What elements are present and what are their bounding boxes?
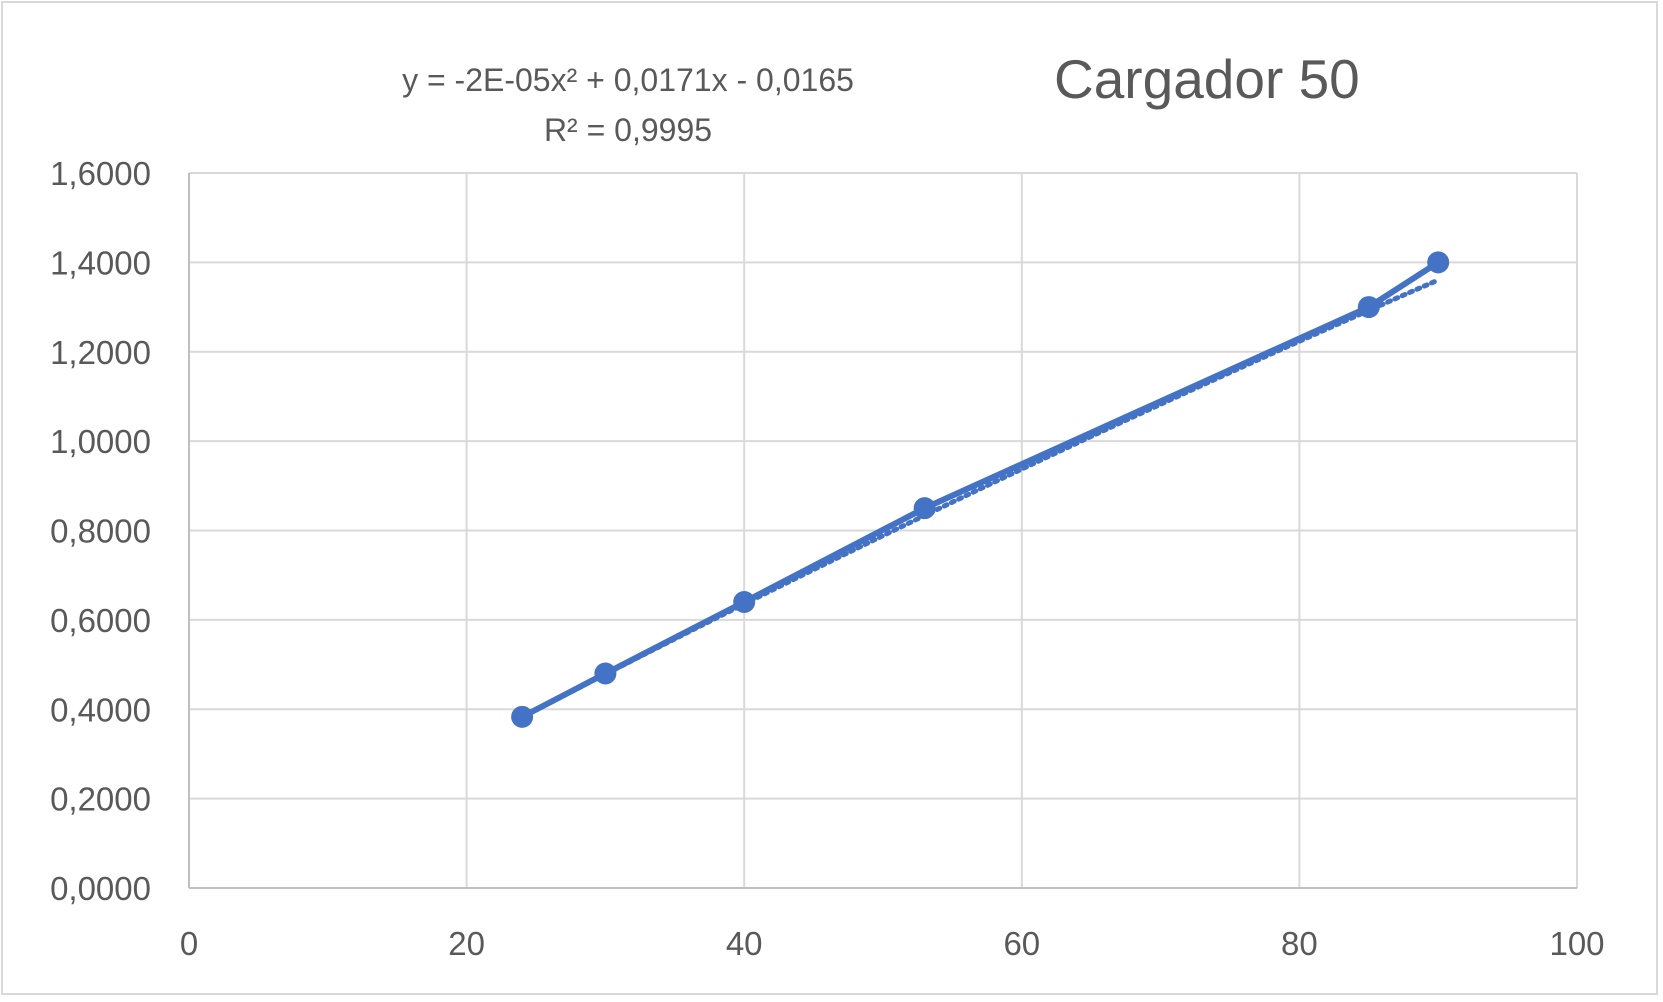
data-point: [733, 591, 756, 613]
trendline-r-squared: R² = 0,9995: [544, 112, 712, 148]
data-point: [594, 662, 617, 685]
y-tick-label: 0,6000: [50, 602, 151, 639]
data-point: [1427, 251, 1450, 274]
x-tick-label: 0: [180, 925, 198, 962]
trendline-group: [519, 277, 1441, 720]
series-line: [519, 259, 1442, 720]
y-tick-label: 0,8000: [50, 513, 151, 550]
y-tick-labels: 0,0000 0,2000 0,4000 0,6000 0,8000 1,0000 1,20…: [50, 155, 151, 907]
y-tick-label: 0,2000: [50, 781, 151, 818]
x-tick-label: 80: [1281, 925, 1318, 962]
y-tick-label: 0,0000: [50, 870, 151, 907]
markers-group: [511, 251, 1450, 728]
chart-svg: 0,0000 0,2000 0,4000 0,6000 0,8000 1,0000 1,20…: [50, 48, 1605, 962]
x-tick-labels: 0 20 40 60 80 100: [180, 925, 1605, 962]
x-tick-label: 60: [1003, 925, 1040, 962]
y-tick-label: 1,2000: [50, 334, 151, 371]
y-tick-label: 0,4000: [50, 691, 151, 728]
data-point: [913, 497, 936, 520]
x-tick-label: 40: [726, 925, 763, 962]
data-point: [511, 705, 534, 728]
trendline-equation: y = -2E-05x² + 0,0171x - 0,0165: [402, 62, 854, 98]
y-tick-label: 1,0000: [50, 423, 151, 460]
axes: [188, 173, 1577, 889]
y-tick-label: 1,4000: [50, 244, 151, 281]
y-tick-label: 1,6000: [50, 155, 151, 192]
data-point: [1357, 296, 1380, 319]
trendline: [519, 277, 1441, 720]
x-tick-label: 100: [1549, 925, 1604, 962]
series-group: [519, 259, 1442, 720]
chart-title: Cargador 50: [1054, 48, 1360, 110]
x-tick-label: 20: [448, 925, 485, 962]
gridlines: [189, 172, 1578, 888]
